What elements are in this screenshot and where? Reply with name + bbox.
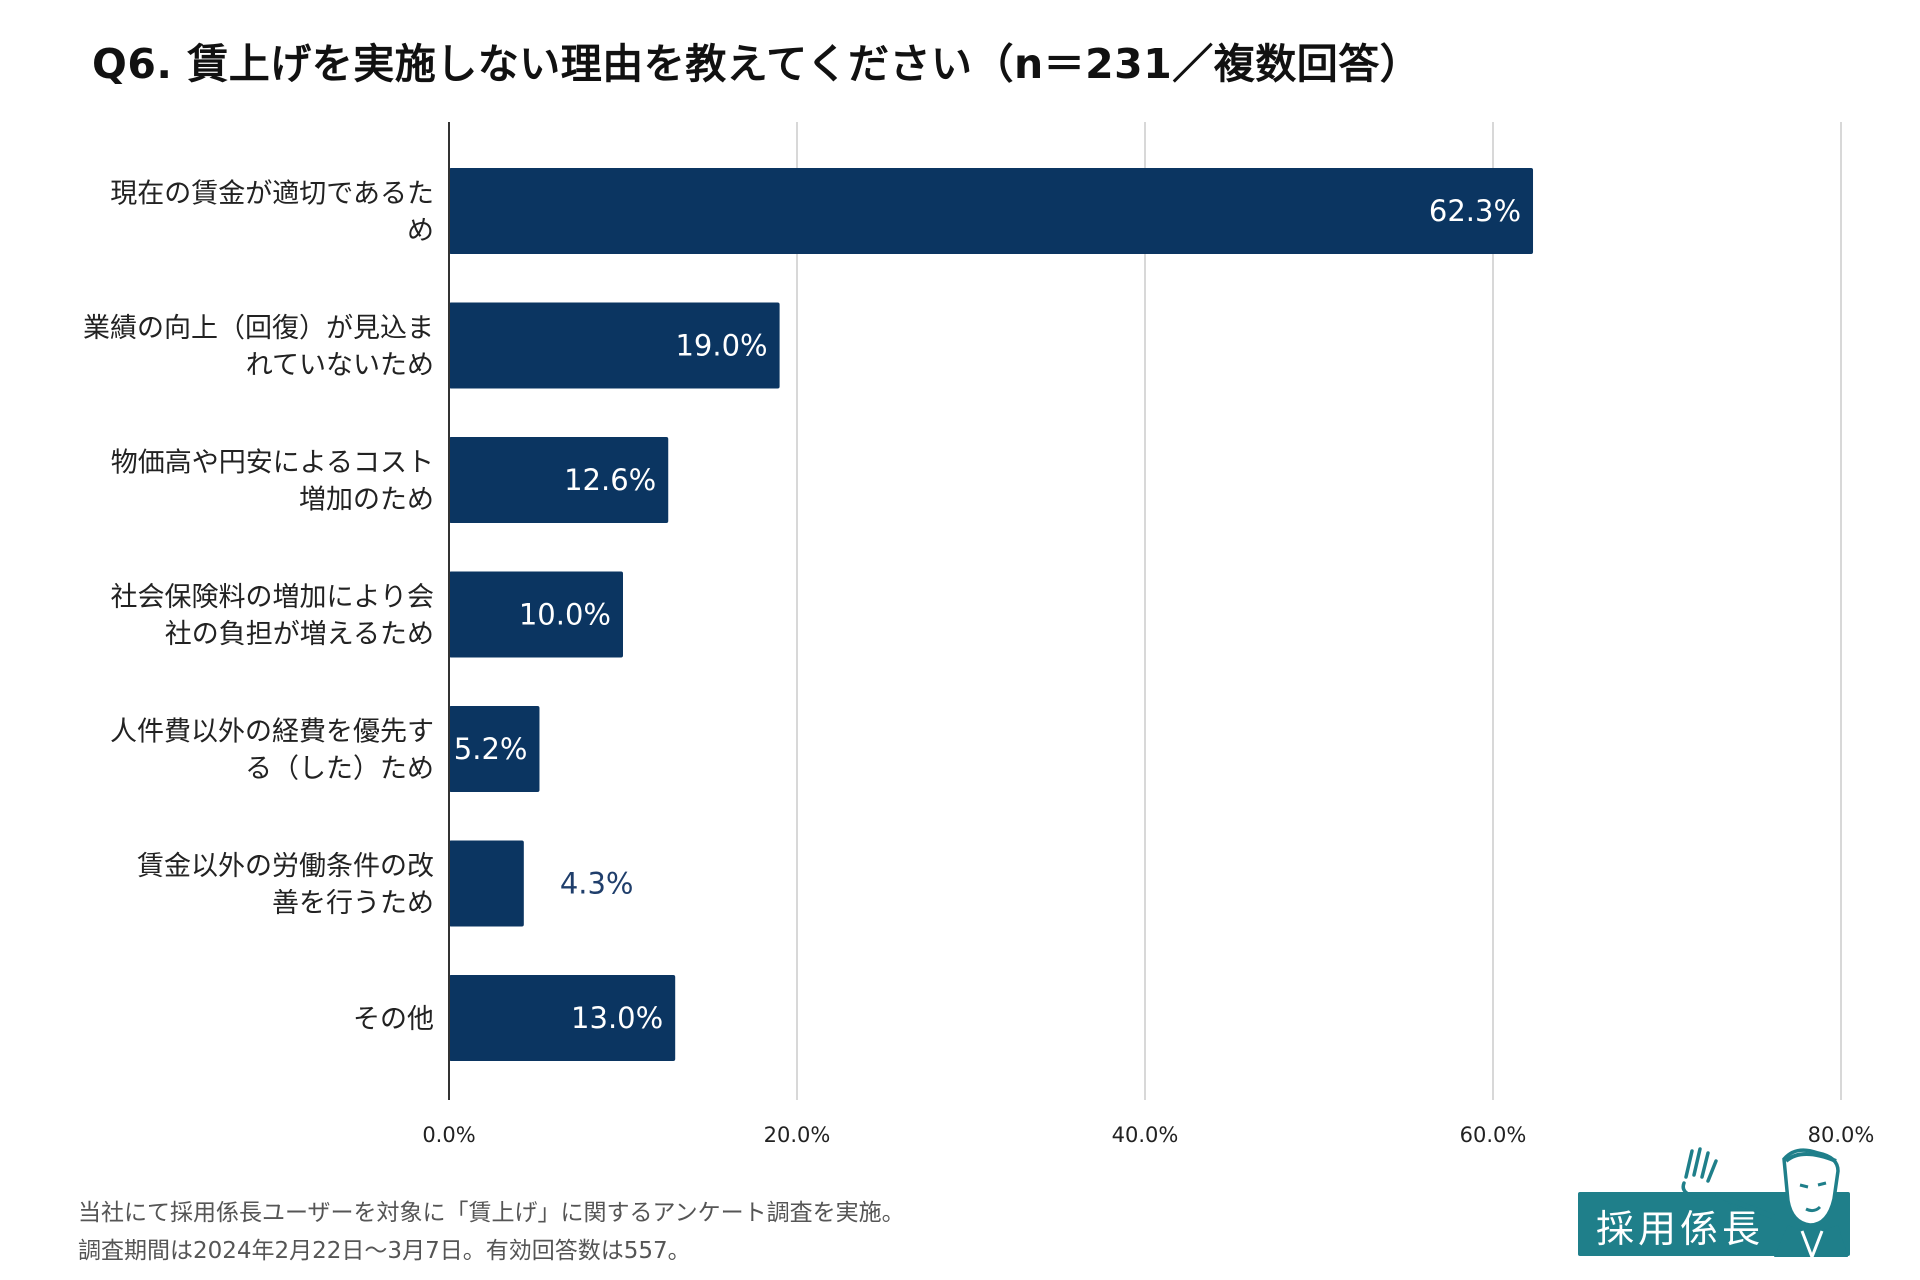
category-label: る（した）ため: [245, 754, 434, 785]
bar: [449, 975, 676, 1061]
footnote-survey: 当社にて採用係長ユーザーを対象に「賃上げ」に関するアンケート調査を実施。: [78, 1200, 905, 1226]
data-label: 13.0%: [571, 1001, 663, 1035]
footnote-period: 調査期間は2024年2月22日〜3月7日。有効回答数は557。: [78, 1238, 691, 1264]
category-label: 人件費以外の経費を優先す: [110, 717, 434, 748]
bar: [449, 840, 524, 927]
category-label: 社会保険料の増加により会: [111, 582, 434, 613]
bar: [449, 437, 669, 523]
category-label: 現在の賃金が適切であるた: [110, 179, 434, 210]
category-label: め: [407, 216, 434, 247]
x-tick-label: 60.0%: [1460, 1123, 1527, 1147]
brand-logo: 採用係長: [1578, 1147, 1854, 1257]
x-tick-label: 40.0%: [1112, 1123, 1179, 1147]
logo-text: 採用係長: [1596, 1207, 1765, 1251]
category-label: 業績の向上（回復）が見込ま: [83, 313, 434, 344]
data-label: 62.3%: [1429, 194, 1521, 228]
data-label: 19.0%: [675, 329, 767, 363]
bar: [449, 168, 1534, 254]
bar: [449, 706, 540, 792]
category-label: その他: [353, 1004, 434, 1035]
bar: [449, 302, 780, 389]
data-label: 10.0%: [519, 598, 611, 632]
data-label: 5.2%: [454, 732, 528, 766]
data-label: 12.6%: [564, 463, 656, 497]
category-label: れていないため: [246, 350, 434, 381]
category-label: 増加のため: [299, 485, 434, 516]
bar: [449, 571, 623, 658]
chart-title: Q6. 賃上げを実施しない理由を教えてください（n＝231／複数回答）: [92, 40, 1422, 88]
x-tick-label: 0.0%: [422, 1123, 475, 1147]
data-label: 4.3%: [560, 867, 634, 901]
category-label: 物価高や円安によるコスト: [111, 448, 434, 479]
category-label: 社の負担が増えるため: [165, 619, 434, 650]
x-tick-label: 20.0%: [764, 1123, 831, 1147]
category-label: 賃金以外の労働条件の改: [137, 851, 434, 882]
x-tick-label: 80.0%: [1808, 1123, 1875, 1147]
mascot-icon: [1681, 1147, 1848, 1257]
category-label: 善を行うため: [272, 888, 434, 919]
